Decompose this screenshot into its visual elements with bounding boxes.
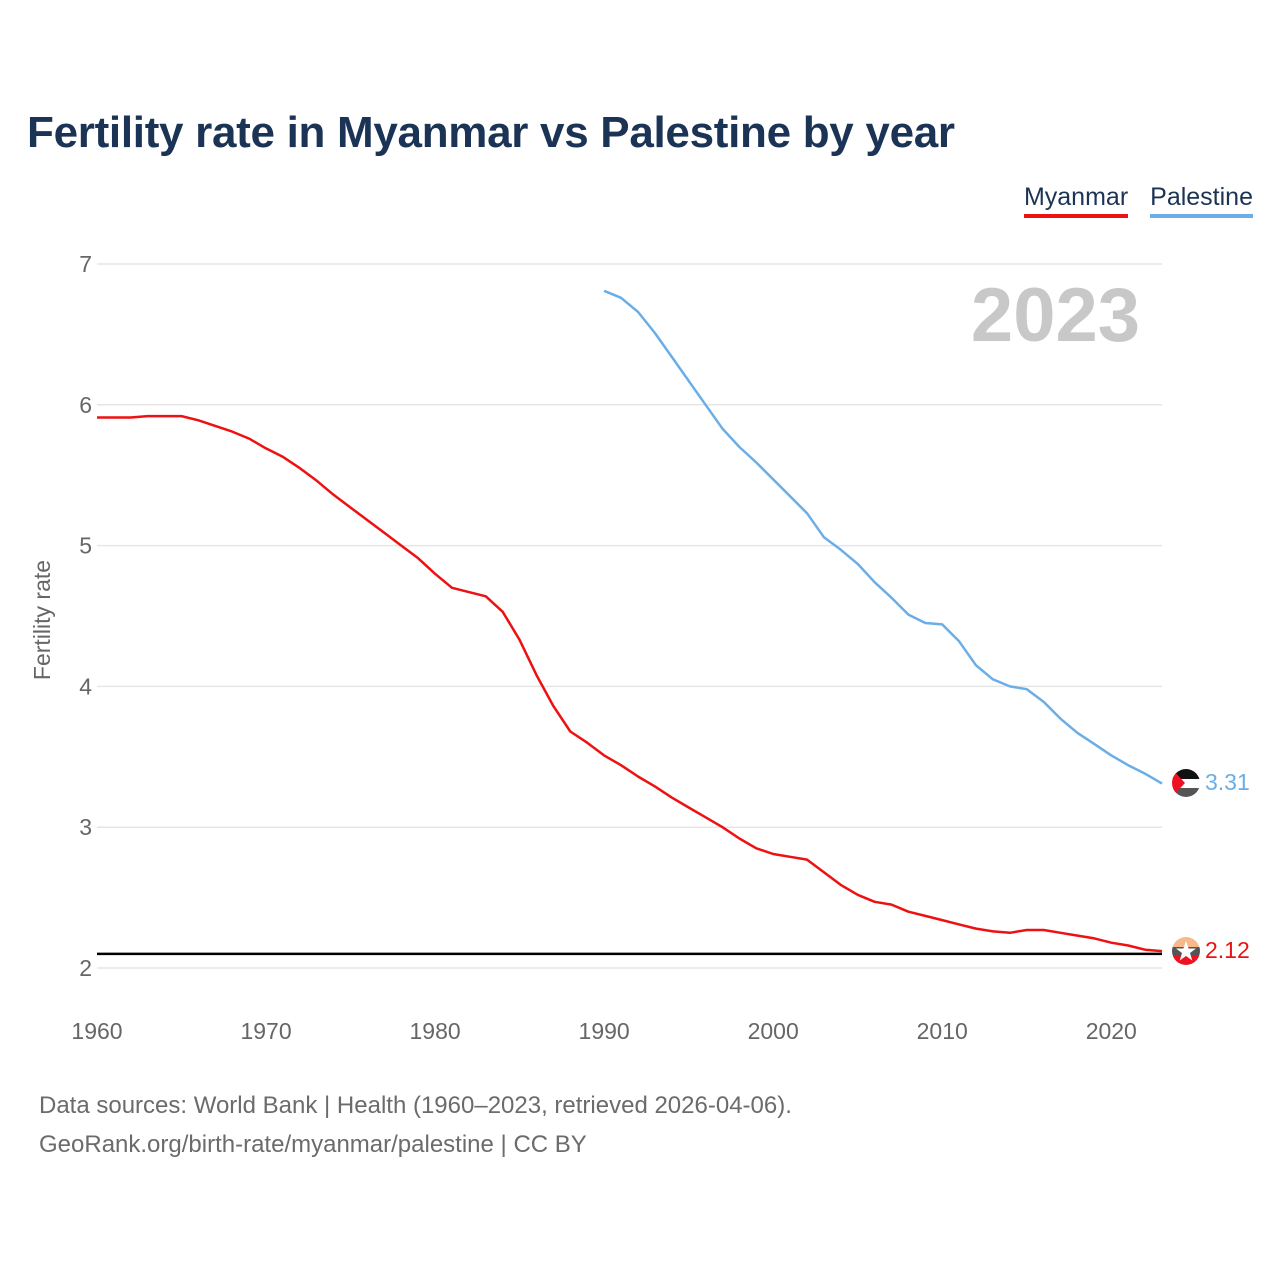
gridlines: [97, 263, 1162, 969]
palestine-flag-icon: [1172, 769, 1200, 797]
x-tick-label-1960: 1960: [71, 1018, 122, 1044]
series-lines: [97, 289, 1163, 953]
palestine-end-label: 3.31: [1205, 769, 1250, 795]
y-axis-ticks: 2 3 4 5 6 7: [79, 251, 92, 981]
y-tick-label-3: 3: [79, 814, 92, 840]
y-tick-label-2: 2: [79, 955, 92, 981]
source-line-2[interactable]: GeoRank.org/birth-rate/myanmar/palestine…: [39, 1131, 587, 1158]
myanmar-end-label: 2.12: [1205, 937, 1250, 963]
myanmar-flag-icon: [1172, 937, 1200, 965]
chart-title: Fertility rate in Myanmar vs Palestine b…: [27, 108, 955, 157]
series-line-myanmar: [97, 414, 1163, 953]
x-tick-label-1970: 1970: [240, 1018, 291, 1044]
legend: Myanmar Palestine: [1023, 183, 1253, 218]
x-tick-label-2010: 2010: [917, 1018, 968, 1044]
y-axis-label: Fertility rate: [29, 560, 55, 680]
y-tick-label-5: 5: [79, 533, 92, 559]
x-tick-label-2020: 2020: [1086, 1018, 1137, 1044]
y-tick-label-7: 7: [79, 251, 92, 277]
y-tick-label-6: 6: [79, 392, 92, 418]
legend-item-palestine[interactable]: Palestine: [1150, 183, 1253, 218]
series-line-palestine: [603, 289, 1163, 785]
line-chart: 2 3 4 5 6 7 1960 1970 1980 1990 2000 2010 2020 Fert…: [29, 251, 1250, 1044]
legend-item-myanmar[interactable]: Myanmar: [1023, 183, 1129, 218]
current-year-watermark: 2023: [971, 273, 1140, 358]
source-line-1: Data sources: World Bank | Health (1960–…: [39, 1092, 792, 1119]
source-note: Data sources: World Bank | Health (1960–…: [39, 1086, 792, 1164]
x-axis-ticks: 1960 1970 1980 1990 2000 2010 2020: [71, 1018, 1136, 1044]
x-tick-label-1990: 1990: [579, 1018, 630, 1044]
y-tick-label-4: 4: [79, 673, 92, 699]
x-tick-label-2000: 2000: [748, 1018, 799, 1044]
x-tick-label-1980: 1980: [410, 1018, 461, 1044]
